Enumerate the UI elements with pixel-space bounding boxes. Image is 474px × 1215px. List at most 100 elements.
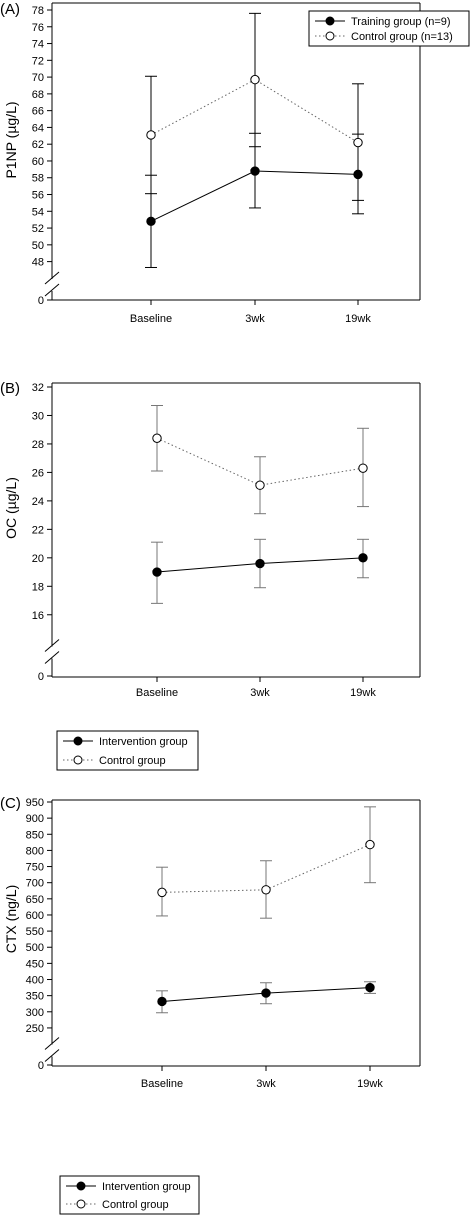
y-tick-label: 900 — [26, 813, 44, 825]
y-tick-label: 52 — [32, 223, 44, 235]
series-solid — [151, 538, 369, 604]
data-point — [261, 988, 271, 998]
y-axis-label: CTX (ng/L) — [3, 885, 19, 953]
series-dotted — [151, 405, 369, 515]
panel-label: (C) — [0, 795, 21, 812]
series-solid — [156, 981, 376, 1014]
legend: Training group (n=9) Control group (n=13) — [308, 10, 470, 47]
y-tick-label: 20 — [32, 553, 44, 565]
y-tick-label: 54 — [32, 206, 44, 218]
y-tick-label: 72 — [32, 55, 44, 67]
y-tick-label: 32 — [32, 382, 44, 394]
y-tick-label: 0 — [38, 1060, 44, 1072]
y-tick-label: 850 — [26, 829, 44, 841]
y-tick-label: 74 — [32, 39, 44, 51]
x-tick-label: 3wk — [245, 313, 265, 325]
data-point — [255, 558, 265, 569]
legend-box — [308, 10, 470, 47]
series-dotted — [156, 806, 376, 919]
y-tick-label: 68 — [32, 89, 44, 101]
legend: Intervention group Control group — [59, 1175, 200, 1215]
y-tick-label: 50 — [32, 240, 44, 252]
panel-label: (B) — [0, 380, 20, 397]
axis-break-mark — [44, 651, 60, 664]
x-tick-label: 3wk — [256, 1078, 276, 1090]
y-tick-label: 18 — [32, 581, 44, 593]
y-tick-label: 60 — [32, 156, 44, 168]
x-tick-label: Baseline — [141, 1078, 183, 1090]
y-tick-label: 24 — [32, 496, 44, 508]
y-tick-label: 66 — [32, 106, 44, 118]
y-tick-label: 62 — [32, 139, 44, 151]
data-point — [255, 480, 265, 490]
axis-break-mark — [44, 1037, 60, 1050]
y-tick-label: 250 — [26, 1023, 44, 1035]
series-solid — [145, 132, 364, 268]
y-tick-label: 16 — [32, 610, 44, 622]
chart-panel-3: (C) 250 300 350 400 450 500 550 600 650 700 750 800 8… — [0, 795, 421, 1215]
data-point — [250, 166, 260, 176]
y-tick-label: 0 — [38, 295, 44, 307]
y-tick-label: 350 — [26, 991, 44, 1003]
data-point — [157, 996, 167, 1007]
legend-label: Control group — [99, 755, 166, 767]
y-tick-label: 22 — [32, 524, 44, 536]
series-dotted — [145, 12, 364, 201]
y-tick-label: 58 — [32, 173, 44, 185]
data-point — [157, 887, 167, 898]
x-tick-label: Baseline — [136, 687, 178, 699]
y-tick-label: 30 — [32, 410, 44, 422]
legend-marker — [73, 736, 83, 746]
legend-label: Intervention group — [102, 1181, 191, 1193]
y-tick-label: 450 — [26, 958, 44, 970]
y-axis-label: P1NP (µg/L) — [3, 101, 19, 178]
legend-label: Control group — [102, 1199, 169, 1211]
data-point — [146, 130, 156, 140]
legend-marker — [325, 31, 335, 41]
x-tick-label: 3wk — [250, 687, 270, 699]
y-tick-label: 950 — [26, 797, 44, 809]
y-tick-label: 76 — [32, 22, 44, 34]
y-tick-label: 70 — [32, 72, 44, 84]
legend-marker — [73, 755, 83, 765]
axis-break-mark — [44, 283, 60, 297]
y-tick-label: 600 — [26, 910, 44, 922]
y-tick-label: 550 — [26, 926, 44, 938]
axis-break-mark — [44, 271, 60, 285]
data-point — [365, 839, 375, 850]
y-tick-label: 48 — [32, 257, 44, 269]
y-tick-label: 64 — [32, 122, 44, 134]
data-point — [353, 137, 363, 148]
y-tick-label: 400 — [26, 975, 44, 987]
legend-label: Control group (n=13) — [351, 31, 453, 43]
axis-break-mark — [44, 639, 60, 652]
data-point — [146, 216, 156, 227]
data-point — [358, 553, 368, 563]
y-tick-label: 0 — [38, 671, 44, 683]
data-point — [250, 74, 260, 85]
x-tick-label: Baseline — [130, 313, 172, 325]
y-tick-label: 26 — [32, 467, 44, 479]
x-tick-label: 19wk — [357, 1078, 383, 1090]
y-tick-label: 56 — [32, 190, 44, 202]
chart-panel-2: (B) 16 18 20 22 24 26 28 30 32 0 OC (µg/L) Baseline 3… — [0, 380, 421, 771]
y-tick-label: 750 — [26, 862, 44, 874]
data-point — [365, 982, 375, 993]
axis-break-mark — [44, 1049, 60, 1062]
legend-label: Training group (n=9) — [351, 16, 451, 28]
y-tick-label: 500 — [26, 942, 44, 954]
data-point — [261, 885, 271, 895]
legend: Intervention group Control group — [56, 730, 199, 771]
legend-marker — [325, 16, 335, 26]
y-tick-label: 650 — [26, 894, 44, 906]
data-point — [152, 433, 162, 443]
y-tick-label: 78 — [32, 5, 44, 17]
data-point — [152, 567, 162, 577]
y-axis-label: OC (µg/L) — [3, 477, 19, 539]
y-tick-label: 700 — [26, 878, 44, 890]
data-point — [358, 463, 368, 473]
x-tick-label: 19wk — [345, 313, 371, 325]
panel-label: (A) — [0, 1, 20, 18]
y-tick-label: 800 — [26, 845, 44, 857]
